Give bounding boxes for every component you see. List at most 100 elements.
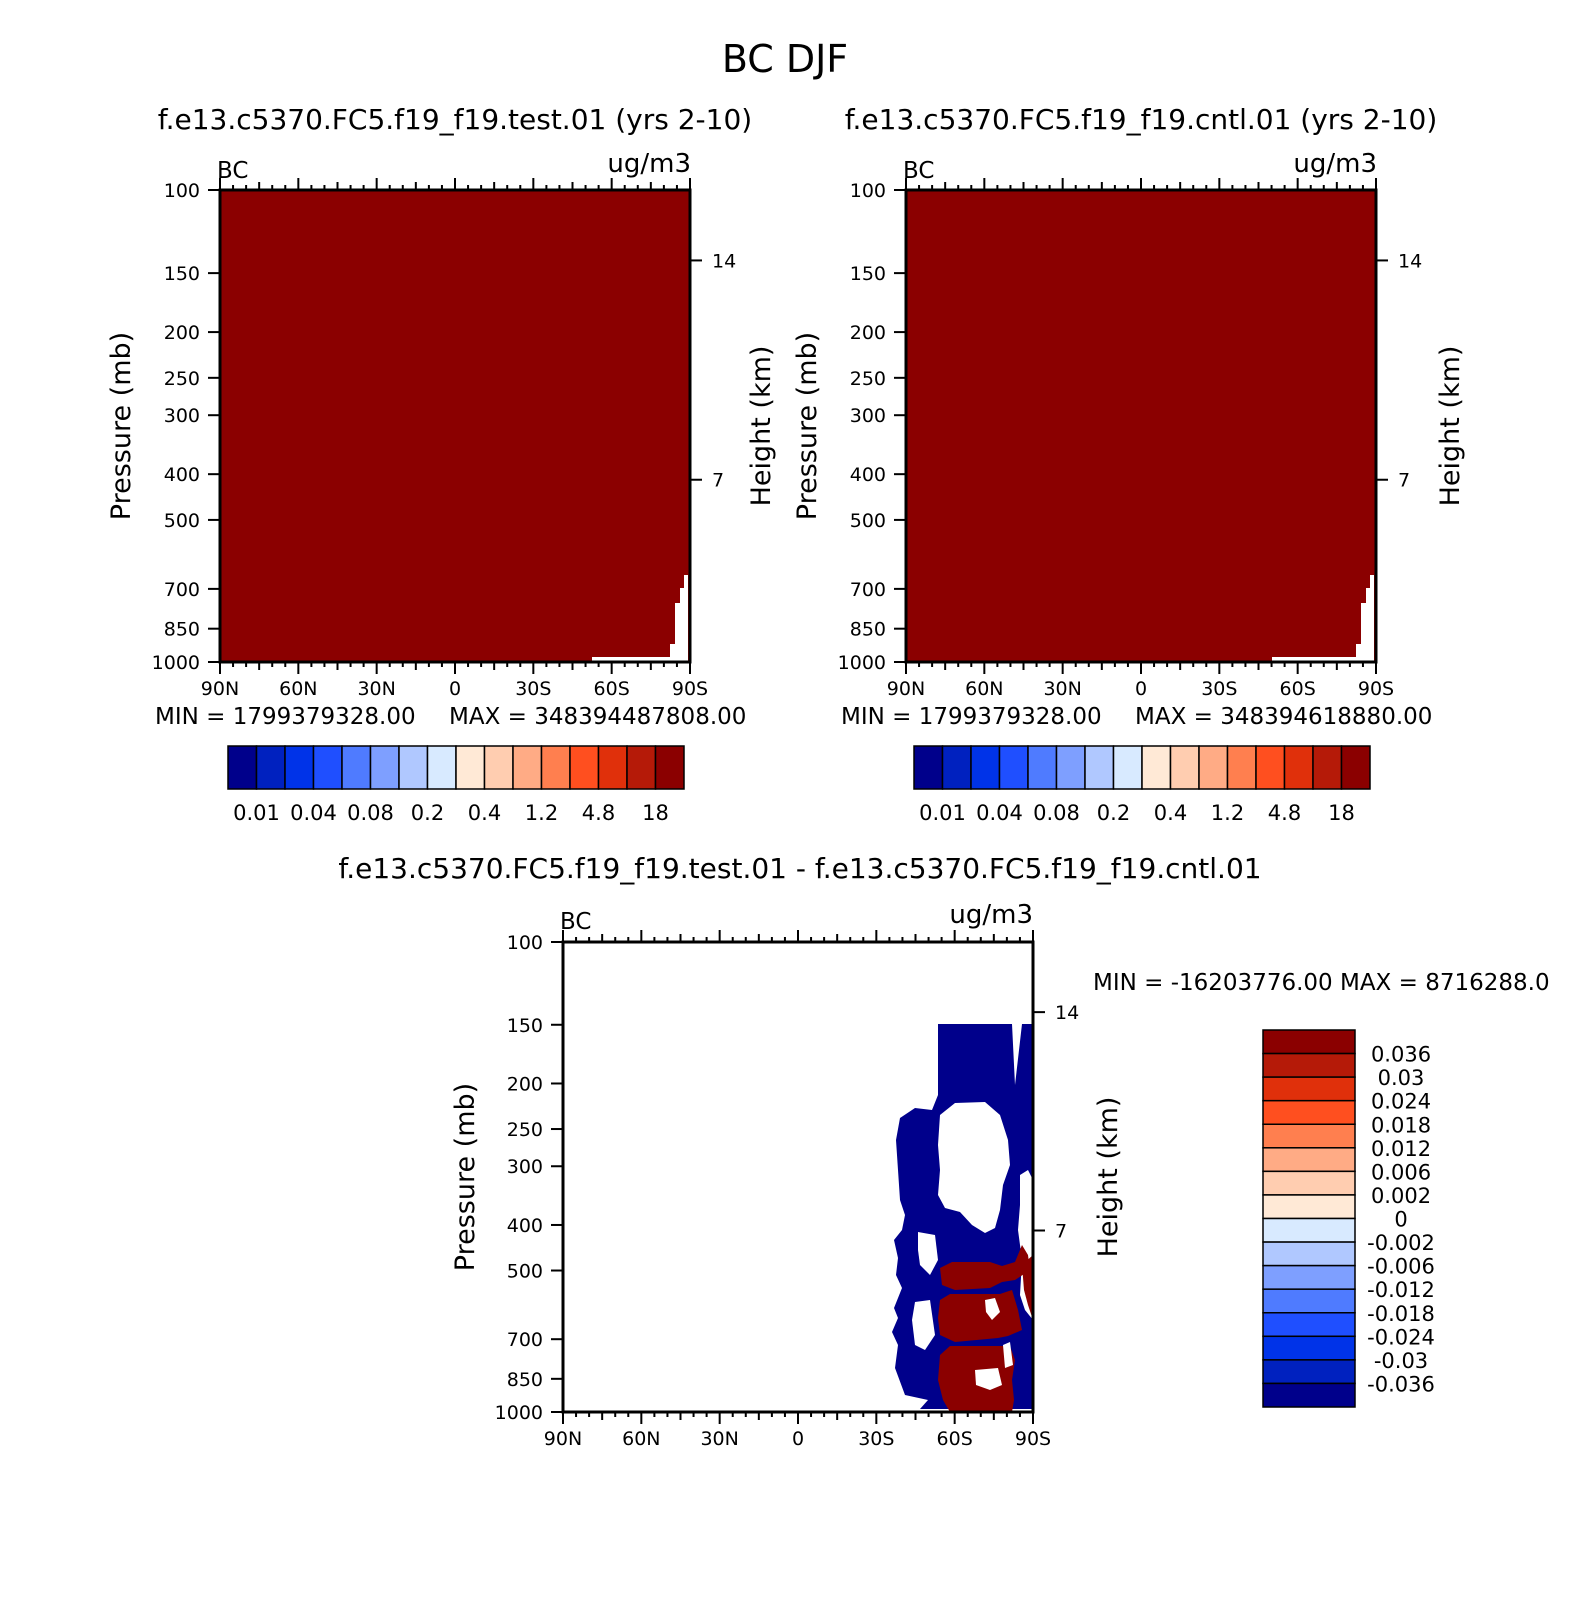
y2-tick-label: 14	[1055, 1002, 1079, 1024]
panel-diff-ylabel: Pressure (mb)	[450, 1083, 481, 1271]
colorbar-swatch	[1262, 1147, 1356, 1173]
colorbar-swatch	[1255, 745, 1286, 790]
y-tick-label: 200	[164, 322, 200, 344]
y-tick-label: 850	[507, 1369, 543, 1391]
colorbar-swatch	[1262, 1029, 1356, 1055]
colorbar-label: -0.036	[1367, 1372, 1435, 1396]
diff-hole-inner-1	[985, 1298, 1000, 1320]
colorbar-swatch	[426, 745, 457, 790]
x-tick-label: 90S	[1015, 1428, 1051, 1450]
y-tick-label: 700	[507, 1329, 543, 1351]
colorbar-swatch	[1283, 745, 1314, 790]
panel-cntl-units: ug/m3	[1293, 149, 1377, 179]
colorbar-swatch	[540, 745, 571, 790]
panel-test-field	[220, 190, 690, 662]
panel-test-y2label: Height (km)	[746, 346, 777, 507]
x-tick-label: 60S	[1280, 678, 1316, 700]
panel-cntl-y-axis: 100 150 200 250 300 400 500 700 850 1000 14 7	[838, 180, 1423, 674]
y-tick-label: 100	[850, 180, 886, 202]
x-tick-label: 30N	[357, 678, 395, 700]
colorbar-swatch	[1262, 1288, 1356, 1314]
y-tick-label: 100	[507, 932, 543, 954]
colorbar-swatch	[1262, 1099, 1356, 1125]
panel-cntl-title: f.e13.c5370.FC5.f19_f19.cntl.01 (yrs 2-1…	[845, 103, 1438, 136]
colorbar-label: -0.018	[1367, 1302, 1435, 1326]
colorbar-label: 0.4	[1154, 801, 1187, 825]
colorbar-swatch	[512, 745, 543, 790]
colorbar-swatch	[1226, 745, 1257, 790]
colorbar-swatch	[227, 745, 258, 790]
colorbar-label: 18	[1328, 801, 1355, 825]
colorbar-swatch	[1084, 745, 1115, 790]
y-tick-label: 1000	[495, 1402, 543, 1424]
colorbar-label: 0.036	[1371, 1043, 1431, 1067]
panel-cntl-ylabel: Pressure (mb)	[792, 332, 823, 520]
y-tick-label: 500	[507, 1261, 543, 1283]
y-tick-label: 850	[850, 619, 886, 641]
colorbar-label: 0.2	[1097, 801, 1130, 825]
colorbar-swatch	[284, 745, 315, 790]
colorbar-label: 0.012	[1371, 1137, 1431, 1161]
colorbar-label: 0.018	[1371, 1113, 1431, 1137]
y-tick-label: 250	[164, 368, 200, 390]
colorbar-swatch	[369, 745, 400, 790]
colorbar-swatch	[1262, 1312, 1356, 1338]
panel-diff-title: f.e13.c5370.FC5.f19_f19.test.01 - f.e13.…	[338, 852, 1261, 885]
colorbar-label: -0.006	[1367, 1255, 1435, 1279]
colorbar-label: 0.03	[1378, 1066, 1425, 1090]
panel-test-title: f.e13.c5370.FC5.f19_f19.test.01 (yrs 2-1…	[158, 103, 752, 136]
y-tick-label: 300	[850, 405, 886, 427]
y2-tick-label: 7	[1055, 1221, 1067, 1243]
colorbar-label: 0.01	[919, 801, 966, 825]
colorbar-label: 18	[642, 801, 669, 825]
y-tick-label: 400	[164, 464, 200, 486]
panel-cntl-colorbar: 0.01 0.04 0.08 0.2 0.4 1.2 4.8 18	[913, 745, 1371, 825]
panel-diff: f.e13.c5370.FC5.f19_f19.test.01 - f.e13.…	[338, 852, 1549, 1450]
colorbar-swatch	[1055, 745, 1086, 790]
colorbar-swatch	[1262, 1194, 1356, 1220]
x-tick-label: 0	[449, 678, 461, 700]
colorbar-label: -0.002	[1367, 1231, 1435, 1255]
colorbar-swatch	[913, 745, 944, 790]
colorbar-label: 0.002	[1371, 1184, 1431, 1208]
x-tick-label: 60S	[937, 1428, 973, 1450]
panel-diff-contours	[892, 1024, 1033, 1412]
colorbar-swatch	[455, 745, 486, 790]
colorbar-swatch	[1262, 1052, 1356, 1078]
colorbar-swatch	[941, 745, 972, 790]
colorbar-label: 4.8	[582, 801, 615, 825]
colorbar-swatch	[1262, 1264, 1356, 1290]
y-tick-label: 250	[850, 368, 886, 390]
panel-cntl: f.e13.c5370.FC5.f19_f19.cntl.01 (yrs 2-1…	[792, 103, 1466, 825]
diff-hole-inner-2	[975, 1368, 1002, 1390]
colorbar-swatch	[654, 745, 685, 790]
colorbar-swatch	[626, 745, 657, 790]
colorbar-swatch	[569, 745, 600, 790]
panel-diff-left-label: BC	[560, 909, 591, 935]
x-tick-label: 60N	[622, 1428, 660, 1450]
colorbar-swatch	[1262, 1123, 1356, 1149]
colorbar-label: 0.04	[290, 801, 337, 825]
colorbar-swatch	[998, 745, 1029, 790]
x-tick-label: 30S	[515, 678, 551, 700]
x-tick-label: 0	[792, 1428, 804, 1450]
diff-hole-inner-3	[1003, 1342, 1013, 1368]
colorbar-label: -0.024	[1367, 1325, 1435, 1349]
x-tick-label: 90N	[201, 678, 239, 700]
colorbar-swatch	[1262, 1241, 1356, 1267]
y-tick-label: 1000	[838, 652, 886, 674]
colorbar-swatch	[1112, 745, 1143, 790]
colorbar-label: 1.2	[525, 801, 558, 825]
y2-tick-label: 7	[712, 470, 724, 492]
y-tick-label: 150	[850, 263, 886, 285]
panel-test-left-label: BC	[217, 158, 248, 184]
colorbar-swatch	[312, 745, 343, 790]
y2-tick-label: 14	[1398, 250, 1422, 272]
colorbar-label: 4.8	[1268, 801, 1301, 825]
colorbar-swatch	[483, 745, 514, 790]
y-tick-label: 1000	[152, 652, 200, 674]
colorbar-label: 0.2	[411, 801, 444, 825]
colorbar-swatch	[1262, 1359, 1356, 1385]
y-tick-label: 150	[164, 263, 200, 285]
